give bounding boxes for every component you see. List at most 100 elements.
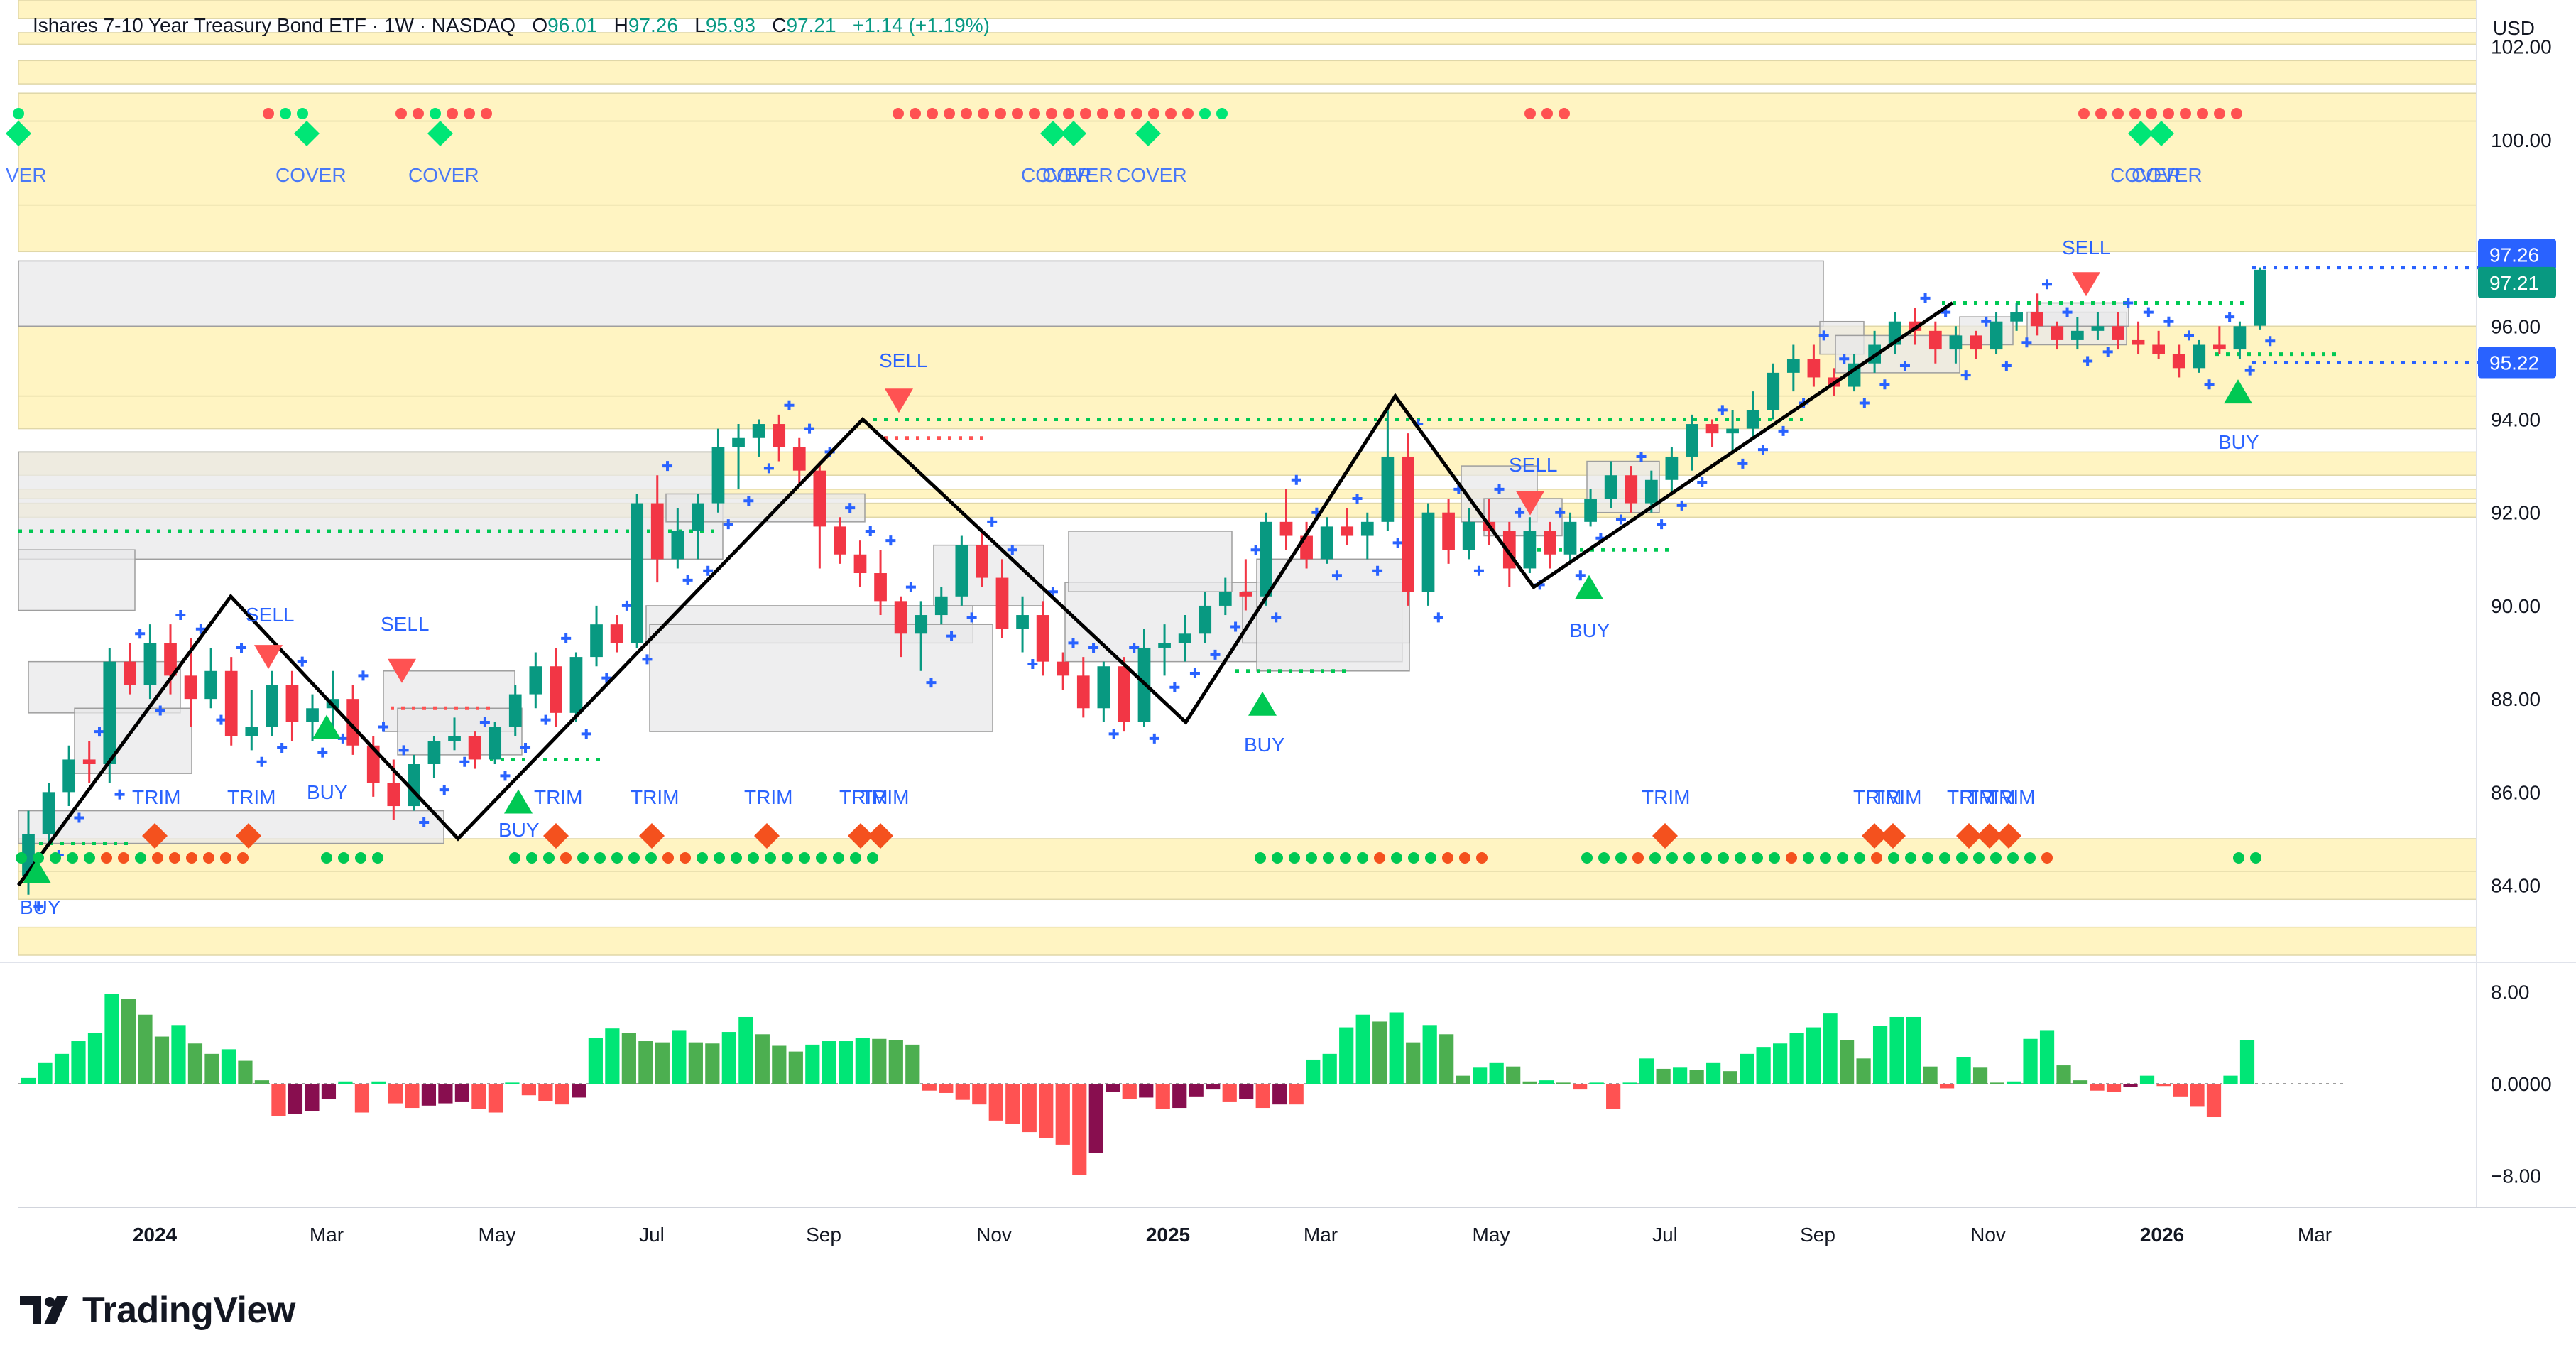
candle[interactable] (1076, 657, 1090, 718)
candle[interactable] (955, 535, 968, 606)
candle[interactable] (671, 508, 684, 569)
candle[interactable] (631, 494, 644, 648)
candle[interactable] (408, 754, 420, 811)
candle[interactable] (752, 419, 765, 457)
candle[interactable] (2030, 293, 2043, 336)
candle[interactable] (915, 601, 928, 671)
candle[interactable] (2193, 339, 2206, 373)
candle[interactable] (1097, 661, 1110, 722)
candle[interactable] (346, 685, 360, 755)
candle[interactable] (245, 690, 258, 751)
candle[interactable] (976, 531, 988, 587)
candle[interactable] (1786, 344, 1800, 392)
candle[interactable] (773, 414, 786, 462)
candle[interactable] (590, 605, 603, 667)
candle[interactable] (610, 615, 623, 653)
candle[interactable] (1239, 559, 1252, 611)
candle[interactable] (874, 550, 887, 616)
candle[interactable] (1402, 433, 1414, 606)
candle[interactable] (1279, 489, 1293, 550)
candle[interactable] (2152, 330, 2165, 359)
candle[interactable] (2212, 326, 2226, 354)
candle[interactable] (82, 741, 96, 783)
candle[interactable] (1523, 517, 1537, 573)
candle[interactable] (1442, 499, 1455, 564)
candle[interactable] (1341, 508, 1354, 545)
candle[interactable] (1563, 512, 1577, 564)
candle[interactable] (42, 783, 55, 844)
candle[interactable] (1807, 344, 1821, 387)
candle[interactable] (1928, 321, 1942, 364)
candle[interactable] (1544, 521, 1556, 569)
candle[interactable] (1218, 577, 1232, 616)
candle[interactable] (1320, 517, 1333, 564)
candle[interactable] (1990, 312, 2003, 354)
candle[interactable] (1381, 405, 1395, 531)
candle[interactable] (1199, 592, 1212, 643)
candle[interactable] (1421, 503, 1435, 606)
candle[interactable] (2132, 321, 2145, 354)
candle[interactable] (1625, 466, 1638, 513)
candle[interactable] (164, 624, 177, 695)
candle[interactable] (448, 717, 461, 751)
candle[interactable] (1016, 596, 1029, 653)
candle[interactable] (2010, 303, 2023, 331)
candle[interactable] (1970, 330, 1982, 359)
candle[interactable] (1118, 657, 1130, 732)
candle[interactable] (1036, 601, 1049, 676)
candle[interactable] (1604, 461, 1617, 508)
candle[interactable] (2091, 312, 2105, 340)
candle[interactable] (489, 722, 502, 764)
candle[interactable] (62, 745, 76, 807)
candle[interactable] (1178, 615, 1191, 662)
candle[interactable] (934, 587, 948, 625)
candle[interactable] (1584, 489, 1597, 527)
candle[interactable] (692, 494, 704, 560)
candle[interactable] (124, 643, 136, 695)
candle[interactable] (2233, 321, 2247, 359)
candle[interactable] (266, 670, 278, 736)
candle[interactable] (650, 475, 664, 583)
candle[interactable] (813, 461, 826, 569)
candle[interactable] (995, 559, 1009, 638)
candle[interactable] (1665, 447, 1679, 494)
candle[interactable] (427, 736, 441, 778)
candle[interactable] (204, 647, 218, 709)
candle[interactable] (834, 517, 846, 564)
candle[interactable] (550, 647, 562, 727)
candle[interactable] (143, 624, 157, 700)
candle[interactable] (1949, 326, 1963, 364)
candle[interactable] (2254, 267, 2266, 330)
candle[interactable] (1686, 414, 1698, 471)
candle[interactable] (792, 437, 806, 485)
candle[interactable] (468, 731, 481, 769)
candles-layer[interactable] (22, 267, 2276, 912)
bottom-dot (118, 852, 129, 864)
candle[interactable] (508, 685, 522, 736)
candle[interactable] (1260, 512, 1272, 606)
tradingview-logo[interactable]: TradingView (20, 1289, 295, 1332)
candle[interactable] (1158, 624, 1171, 676)
candle[interactable] (1705, 419, 1719, 447)
candle[interactable] (1360, 512, 1374, 560)
candle[interactable] (2172, 344, 2185, 378)
candle[interactable] (711, 428, 725, 513)
candle[interactable] (2051, 321, 2064, 350)
candle[interactable] (1462, 508, 1475, 560)
candle[interactable] (894, 596, 907, 658)
candle[interactable] (529, 652, 542, 709)
candle[interactable] (569, 652, 583, 722)
candle[interactable] (2112, 312, 2124, 350)
candle[interactable] (1726, 410, 1739, 452)
candle[interactable] (732, 424, 745, 489)
candle[interactable] (306, 694, 319, 741)
currency-button[interactable]: USD (2492, 17, 2535, 39)
candle[interactable] (853, 540, 867, 587)
candle[interactable] (224, 657, 238, 746)
candle[interactable] (285, 670, 299, 741)
candle[interactable] (1057, 652, 1070, 690)
candle[interactable] (1746, 391, 1759, 438)
candle[interactable] (1767, 363, 1780, 420)
candle[interactable] (2070, 317, 2084, 350)
